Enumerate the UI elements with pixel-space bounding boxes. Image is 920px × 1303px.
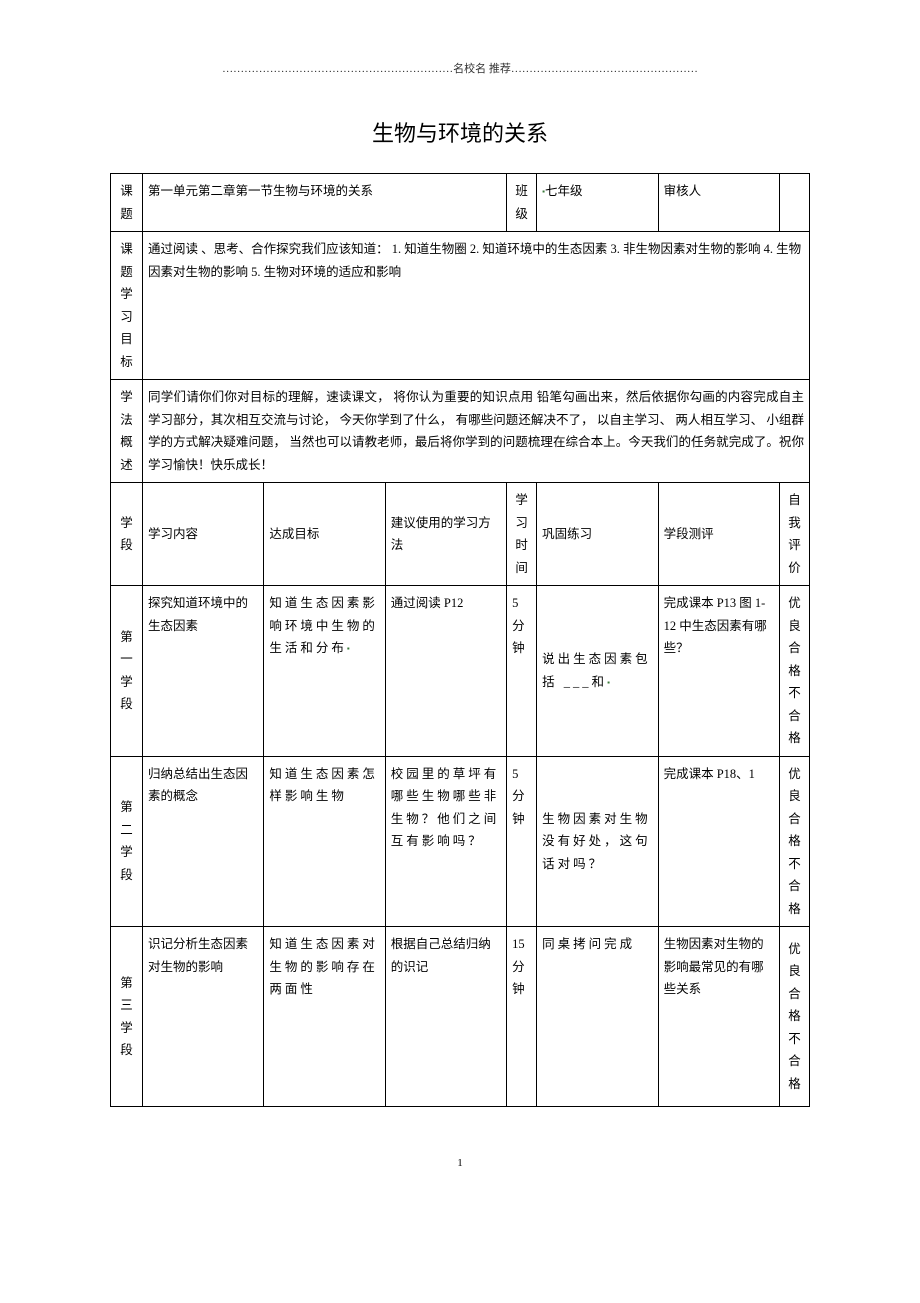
- header-banner: ………………………………………………………名校名 推荐……………………………………: [110, 60, 810, 76]
- stage2-goal: 知道生态因素怎样影响生物: [264, 756, 385, 927]
- stage1-eval: 优良合格不合格: [780, 586, 810, 757]
- stage3-content: 识记分析生态因素对生物的影响: [143, 927, 264, 1107]
- stage3-goal: 知道生态因素对生物的影响存在两面性: [264, 927, 385, 1107]
- stage1-practice: 说出生态因素包括 ___和▪: [537, 586, 658, 757]
- page-number: 1: [110, 1157, 810, 1169]
- reviewer-label: 审核人: [658, 174, 779, 232]
- stage3-eval: 优良合格不合格: [780, 927, 810, 1107]
- lesson-plan-table: 课题 第一单元第二章第一节生物与环境的关系 班级 ▪七年级 审核人 课题学习目标…: [110, 173, 810, 1107]
- table-row: 学法概述 同学们请你们你对目标的理解，速读课文， 将你认为重要的知识点用 铅笔勾…: [111, 380, 810, 483]
- table-row: 课题学习目标 通过阅读 、思考、合作探究我们应该知道： 1. 知道生物圈 2. …: [111, 232, 810, 380]
- table-row: 第一学段 探究知道环境中的生态因素 知道生态因素影响环境中生物的生活和分布▪ 通…: [111, 586, 810, 757]
- stage3-practice: 同桌拷问完成: [537, 927, 658, 1107]
- stage2-method: 校园里的草坪有哪些生物哪些非生物？他们之间互有影响吗？: [385, 756, 506, 927]
- objectives-label: 课题学习目标: [111, 232, 143, 380]
- stage3-test: 生物因素对生物的影响最常见的有哪些关系: [658, 927, 779, 1107]
- table-row: 课题 第一单元第二章第一节生物与环境的关系 班级 ▪七年级 审核人: [111, 174, 810, 232]
- stage2-content: 归纳总结出生态因素的概念: [143, 756, 264, 927]
- table-row: 第二学段 归纳总结出生态因素的概念 知道生态因素怎样影响生物 校园里的草坪有哪些…: [111, 756, 810, 927]
- stage2-eval: 优良合格不合格: [780, 756, 810, 927]
- table-header-row: 学段 学习内容 达成目标 建议使用的学习方法 学习时间 巩固练习 学段测评 自我…: [111, 483, 810, 586]
- stage1-content: 探究知道环境中的生态因素: [143, 586, 264, 757]
- header-stage: 学段: [111, 483, 143, 586]
- stage2-practice: 生物因素对生物没有好处，这句话对吗？: [537, 756, 658, 927]
- method-overview-label: 学法概述: [111, 380, 143, 483]
- topic-content: 第一单元第二章第一节生物与环境的关系: [143, 174, 507, 232]
- stage1-method: 通过阅读 P12: [385, 586, 506, 757]
- marker-icon: ▪: [607, 678, 613, 687]
- marker-icon: ▪: [347, 644, 353, 653]
- topic-label: 课题: [111, 174, 143, 232]
- header-time: 学习时间: [507, 483, 537, 586]
- stage1-label: 第一学段: [111, 586, 143, 757]
- header-content: 学习内容: [143, 483, 264, 586]
- header-test: 学段测评: [658, 483, 779, 586]
- grade-label: 班级: [507, 174, 537, 232]
- header-practice: 巩固练习: [537, 483, 658, 586]
- header-method: 建议使用的学习方法: [385, 483, 506, 586]
- stage2-time: 5 分钟: [507, 756, 537, 927]
- main-title: 生物与环境的关系: [110, 116, 810, 148]
- objectives-content: 通过阅读 、思考、合作探究我们应该知道： 1. 知道生物圈 2. 知道环境中的生…: [143, 232, 810, 380]
- stage1-test: 完成课本 P13 图 1-12 中生态因素有哪些？: [658, 586, 779, 757]
- stage3-time: 15 分钟: [507, 927, 537, 1107]
- table-row: 第三学段 识记分析生态因素对生物的影响 知道生态因素对生物的影响存在两面性 根据…: [111, 927, 810, 1107]
- stage3-method: 根据自己总结归纳的识记: [385, 927, 506, 1107]
- stage1-goal: 知道生态因素影响环境中生物的生活和分布▪: [264, 586, 385, 757]
- header-eval: 自我评价: [780, 483, 810, 586]
- stage2-test: 完成课本 P18、1: [658, 756, 779, 927]
- method-overview-content: 同学们请你们你对目标的理解，速读课文， 将你认为重要的知识点用 铅笔勾画出来，然…: [143, 380, 810, 483]
- stage1-time: 5 分钟: [507, 586, 537, 757]
- stage2-label: 第二学段: [111, 756, 143, 927]
- grade-value: ▪七年级: [537, 174, 658, 232]
- stage3-label: 第三学段: [111, 927, 143, 1107]
- header-goal: 达成目标: [264, 483, 385, 586]
- reviewer-value: [780, 174, 810, 232]
